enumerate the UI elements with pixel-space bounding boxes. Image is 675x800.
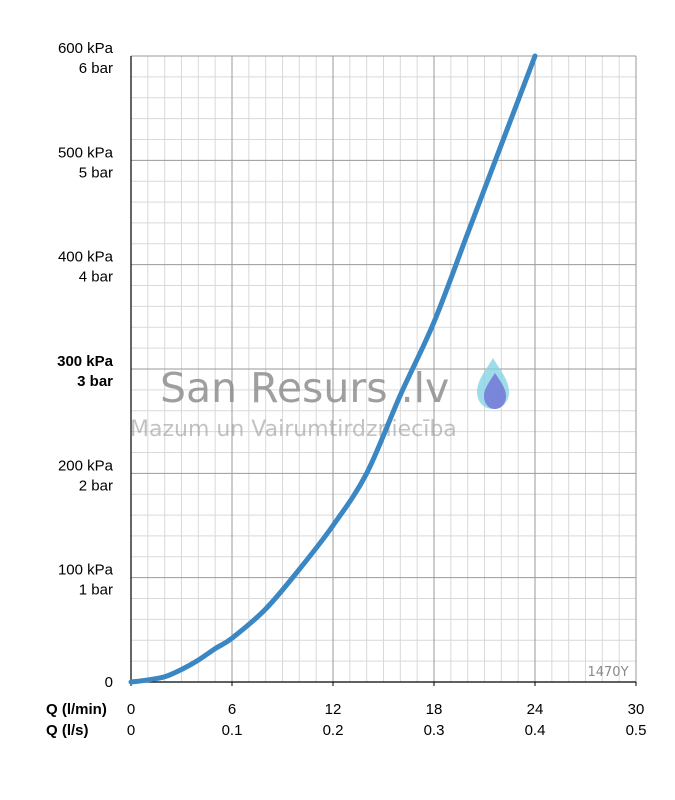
x-tick-label-lmin: 0 [127,701,135,718]
x-tick-label-lmin: 6 [228,701,236,718]
major-grid [131,55,637,682]
series-line [128,53,538,685]
x-tick-label-ls: 0.3 [424,722,445,739]
y-tick-label-bar: 2 bar [79,477,113,494]
x-tick-label-lmin: 12 [325,701,342,718]
y-tick-label-kpa: 500 kPa [58,144,114,161]
x-tick-label-lmin: 30 [628,701,645,718]
watermark-subtitle: Mazum un Vairumtirdzniecība [130,417,457,442]
y-tick-label-bar: 1 bar [79,582,113,599]
y-axis-labels: 0 100 kPa 1 bar 200 kPa 2 bar 300 kPa 3 bar 400… [57,40,114,691]
y-tick-label-bar: 6 bar [79,60,113,77]
y-tick-label-kpa: 400 kPa [58,249,114,266]
x-tick-label-lmin: 18 [426,701,443,718]
y-tick-label-kpa: 100 kPa [58,562,114,579]
y-tick-label-kpa: 0 [105,674,113,691]
water-drop-icon [477,358,509,409]
y-tick-label-bar: 4 bar [79,269,113,286]
model-code-annotation: 1470Y [587,665,628,680]
y-tick-label-bar: 3 bar [77,373,113,390]
x-axis-title-lmin: Q (l/min) [46,701,107,718]
x-tick-label-ls: 0 [127,722,135,739]
x-tick-label-ls: 0.2 [323,722,344,739]
x-tick-label-ls: 0.5 [626,722,647,739]
x-tick-label-lmin: 24 [527,701,544,718]
y-tick-label-bar: 5 bar [79,164,113,181]
x-tick-label-ls: 0.1 [222,722,243,739]
watermark: San Resurs .lv Mazum un Vairumtirdzniecī… [130,358,509,442]
x-axis-title-ls: Q (l/s) [46,722,89,739]
x-tick-label-ls: 0.4 [525,722,546,739]
y-tick-label-kpa: 300 kPa [57,353,114,370]
y-tick-label-kpa: 600 kPa [58,40,114,57]
y-tick-label-kpa: 200 kPa [58,457,114,474]
series-layer [128,53,538,685]
x-axis-labels: Q (l/min) Q (l/s) 0 6 12 18 24 30 0 0.1 0.2 0.3 0.4 0… [46,701,646,739]
chart-axes [130,56,637,686]
